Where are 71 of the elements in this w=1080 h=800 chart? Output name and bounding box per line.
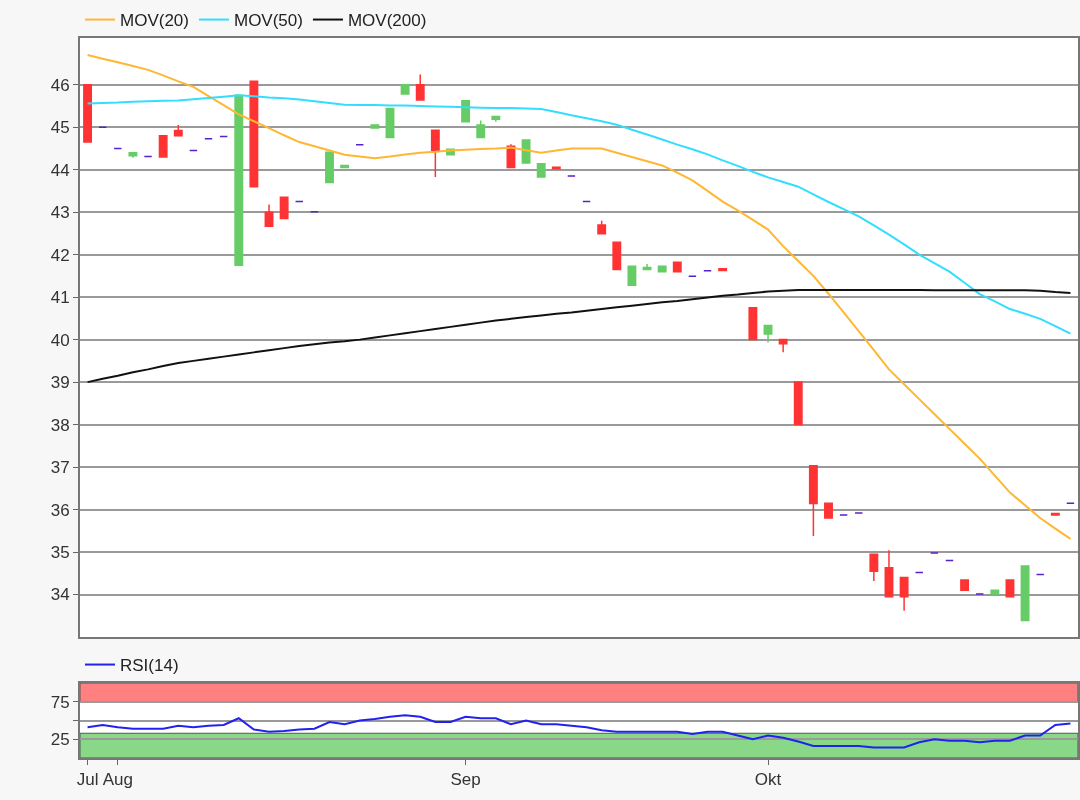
candlestick xyxy=(763,324,773,344)
candlestick xyxy=(143,155,153,158)
candlestick xyxy=(612,241,622,271)
y-tick-label: 43 xyxy=(50,203,70,223)
y-tick-label: 44 xyxy=(50,160,70,180)
candlestick xyxy=(83,83,93,143)
candlestick xyxy=(491,115,501,123)
candlestick xyxy=(1035,573,1045,576)
candlestick xyxy=(793,381,803,426)
candlestick xyxy=(899,576,909,612)
candlestick xyxy=(476,119,486,139)
candlestick xyxy=(536,163,546,178)
candlestick xyxy=(400,83,410,95)
candlestick xyxy=(748,307,758,341)
y-tick-label: 41 xyxy=(50,288,70,308)
line-series xyxy=(86,714,1072,749)
y-tick-label: 37 xyxy=(50,458,70,478)
line-series xyxy=(86,288,1072,384)
y-tick-label: 46 xyxy=(50,75,70,95)
candlestick xyxy=(249,80,259,188)
y-tick-label: 25 xyxy=(50,730,70,750)
y-tick-label: 75 xyxy=(50,692,70,712)
candlestick xyxy=(824,502,833,519)
candlestick xyxy=(945,559,954,562)
candlestick xyxy=(869,553,879,582)
y-tick-label: 35 xyxy=(50,542,70,562)
legend-label: MOV(200) xyxy=(347,11,427,31)
candlestick xyxy=(914,571,924,574)
candlestick xyxy=(415,73,425,101)
candlestick xyxy=(521,139,531,164)
y-tick-label: 40 xyxy=(50,330,70,350)
candlestick xyxy=(294,200,304,203)
candlestick xyxy=(657,265,667,273)
line-series xyxy=(86,94,1072,335)
legend-label: RSI(14) xyxy=(120,656,179,676)
y-tick-label: 42 xyxy=(50,245,70,265)
candlestick xyxy=(597,219,607,235)
x-tick-label: Jul xyxy=(76,770,99,790)
x-tick-label: Okt xyxy=(754,770,782,790)
candlestick xyxy=(279,196,289,220)
candlestick xyxy=(582,200,592,203)
candlestick xyxy=(778,338,788,354)
y-tick-label: 34 xyxy=(50,585,70,605)
candlestick xyxy=(960,579,970,592)
candlestick xyxy=(264,203,274,227)
line-series xyxy=(86,53,1072,540)
y-tick-label: 39 xyxy=(50,373,70,393)
x-tick-label: Sep xyxy=(450,770,481,790)
candlestick xyxy=(627,265,637,286)
candlestick xyxy=(1020,565,1030,622)
candlestick xyxy=(808,465,818,537)
candlestick xyxy=(204,137,213,140)
candlestick xyxy=(188,149,198,152)
candlestick xyxy=(430,129,440,178)
candlestick xyxy=(234,94,244,267)
candlestick xyxy=(370,124,380,129)
y-tick-label: 38 xyxy=(50,415,70,435)
candlestick xyxy=(325,151,334,184)
legend-label: MOV(50) xyxy=(233,11,303,31)
candlestick xyxy=(687,275,697,278)
candlestick xyxy=(158,134,168,158)
candlestick xyxy=(551,166,561,170)
y-tick-label: 36 xyxy=(50,500,70,520)
candlestick xyxy=(219,135,229,138)
candlestick xyxy=(884,549,894,598)
candlestick xyxy=(113,147,123,150)
legend-label: MOV(20) xyxy=(120,11,189,31)
candlestick xyxy=(355,143,365,146)
y-tick-label: 45 xyxy=(50,118,70,138)
candlestick xyxy=(672,261,682,273)
x-tick-label: Aug xyxy=(102,770,133,790)
